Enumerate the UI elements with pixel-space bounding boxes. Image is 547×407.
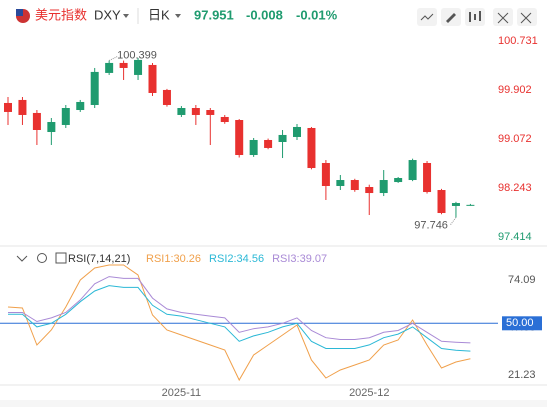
candle-body: [350, 180, 359, 191]
candle-body: [76, 101, 85, 111]
annotation-leader: [108, 56, 118, 62]
candle-body: [307, 127, 316, 169]
symbol[interactable]: DXY: [94, 7, 121, 22]
candle-body: [451, 203, 460, 206]
y-tick-label: 21.23: [508, 369, 536, 381]
y-tick-label: 74.09: [508, 274, 536, 286]
candle-body: [466, 204, 475, 206]
period[interactable]: 日K: [148, 7, 170, 22]
y-tick-label: 100.731: [498, 35, 538, 47]
flag: [16, 9, 30, 23]
candle-body: [437, 190, 446, 214]
legend-entry: RSI1:30.26: [146, 253, 201, 265]
tool-icon: [520, 12, 532, 24]
indicator-title: RSI(7,14,21): [68, 253, 130, 265]
candle-body: [278, 134, 287, 142]
candle-body: [90, 71, 99, 105]
candle-body: [235, 120, 244, 156]
candle-body: [394, 178, 403, 183]
candle-body: [134, 59, 143, 75]
legend-entry: RSI2:34.56: [209, 253, 264, 265]
candle-body: [423, 162, 432, 193]
rsi-line: [8, 285, 471, 352]
candle-body: [408, 160, 417, 181]
instrument-name[interactable]: 美元指数: [35, 7, 87, 22]
collapse-icon[interactable]: [16, 255, 28, 262]
tool-icon: [446, 13, 456, 23]
flag-canton: [16, 9, 23, 16]
y-tick-label: 98.243: [498, 182, 532, 194]
candle-body: [264, 139, 273, 148]
candle-body: [61, 108, 70, 125]
dropdown-arrow[interactable]: [175, 14, 181, 18]
reference-label: 50.00: [506, 317, 534, 329]
rsi-line: [8, 276, 471, 344]
candle-body: [105, 62, 114, 73]
candle-body: [32, 112, 41, 130]
candle-body: [47, 122, 56, 133]
candle-body: [321, 162, 330, 186]
x-tick-label: 2025-11: [162, 387, 202, 399]
candle-body: [206, 110, 215, 115]
x-tick-label: 2025-12: [349, 387, 389, 399]
toolbar: [417, 8, 537, 26]
change-pct: -0.01%: [296, 7, 338, 22]
candle-body: [18, 99, 27, 115]
tool-icon: [497, 12, 509, 24]
rsi-line: [7, 264, 471, 382]
tool-button[interactable]: [493, 8, 513, 26]
candle-body: [4, 102, 12, 112]
reference-label-box: [502, 316, 542, 331]
candle-body: [148, 64, 157, 93]
tool-icon: [469, 11, 481, 22]
y-tick-label: 99.072: [498, 133, 532, 145]
candle-body: [249, 139, 258, 156]
candle-body: [191, 108, 200, 115]
y-tick-label: 97.414: [498, 231, 532, 243]
candle-body: [365, 186, 374, 194]
change: -0.008: [246, 7, 283, 22]
add-icon[interactable]: [55, 252, 67, 264]
annotation: 97.746: [414, 219, 448, 231]
candle-body: [379, 180, 388, 194]
candle-body: [220, 116, 229, 123]
legend-entry: RSI3:39.07: [272, 253, 327, 265]
tool-icon: [420, 13, 434, 21]
tool-button[interactable]: [417, 8, 437, 26]
candle-body: [162, 89, 171, 105]
bottom-bar: [0, 400, 547, 407]
candle-body: [293, 126, 301, 137]
candle-body: [119, 62, 128, 68]
candle-body: [177, 108, 186, 115]
y-tick-label: 99.902: [498, 84, 532, 96]
dropdown-arrow[interactable]: [123, 14, 129, 18]
settings-icon[interactable]: [37, 253, 47, 263]
annotation-leader: [449, 217, 457, 226]
price: 97.951: [194, 7, 234, 22]
annotation: 100.399: [117, 49, 157, 61]
candle-body: [336, 180, 345, 186]
